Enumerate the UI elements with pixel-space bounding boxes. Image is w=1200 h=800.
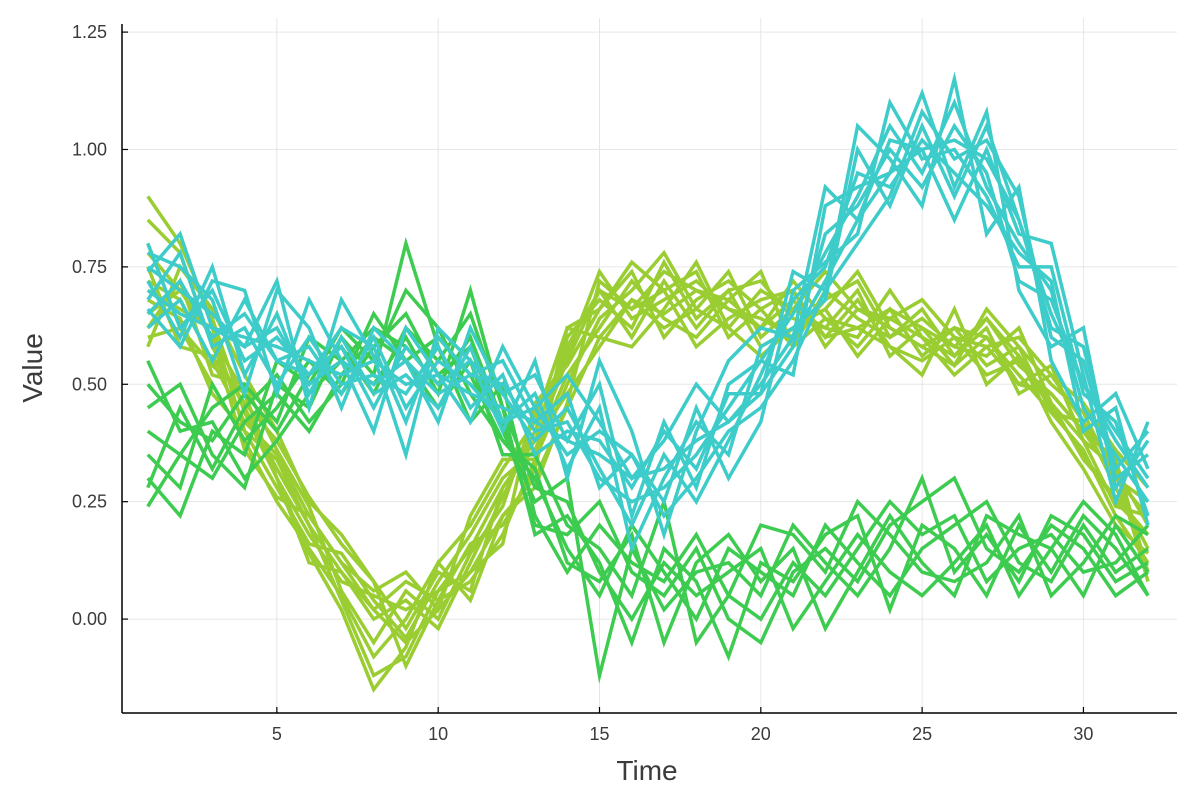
x-tick-label: 20 xyxy=(751,724,771,744)
axes xyxy=(121,24,1177,714)
y-tick-label: 0.50 xyxy=(72,374,107,394)
y-tick-label: 0.25 xyxy=(72,492,107,512)
series-line-1-12 xyxy=(147,268,1150,694)
x-tick-label: 10 xyxy=(428,724,448,744)
series-line-2-5 xyxy=(146,236,1150,622)
series-line-1-10 xyxy=(146,259,1150,678)
x-axis-title: Time xyxy=(616,755,677,786)
series-line-1-6 xyxy=(146,278,1150,641)
y-tick-label: 1.25 xyxy=(72,22,107,42)
series-line-1-9 xyxy=(146,266,1150,632)
x-tick-label: 30 xyxy=(1073,724,1093,744)
series-line-3-9 xyxy=(146,71,1150,482)
series-line-2-4 xyxy=(146,334,1149,647)
series-line-2-8 xyxy=(146,310,1150,648)
series-line-3-10 xyxy=(146,137,1150,541)
series-line-1-11 xyxy=(146,251,1149,614)
tick-labels: 5 10 15 20 25 30 0.00 0.25 0.50 0.75 1.00 1.25 xyxy=(72,22,1093,744)
series-line-3-2 xyxy=(146,97,1150,504)
y-tick-label: 1.00 xyxy=(72,139,107,159)
y-tick-label: 0.75 xyxy=(72,257,107,277)
series-line-3-8 xyxy=(147,88,1150,523)
series-lines xyxy=(146,71,1150,694)
x-tick-label: 5 xyxy=(272,724,282,744)
series-line-1-3 xyxy=(146,242,1150,660)
y-tick-label: 0.00 xyxy=(72,609,107,629)
series-line-1-7 xyxy=(146,267,1150,646)
y-axis-title: Value xyxy=(17,333,48,403)
x-tick-label: 15 xyxy=(589,724,609,744)
x-tick-label: 25 xyxy=(912,724,932,744)
